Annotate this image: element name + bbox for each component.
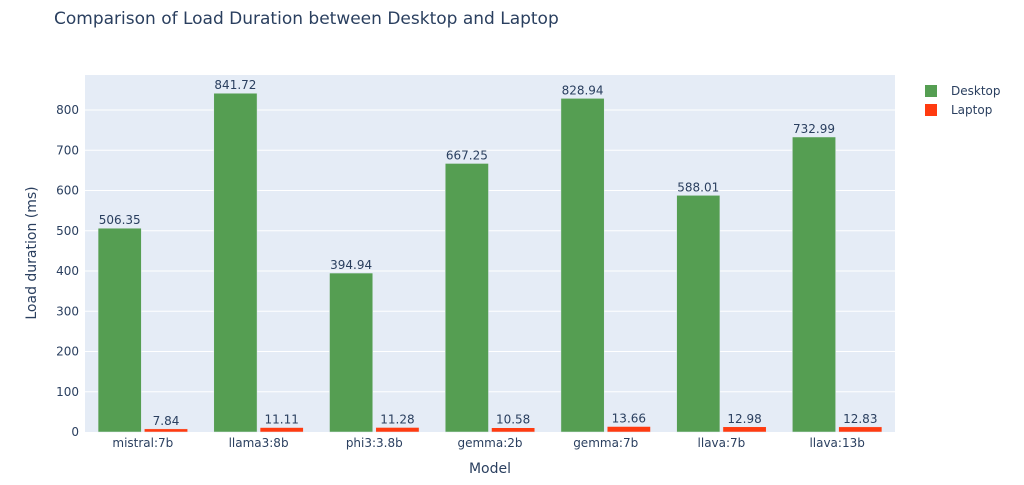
bar-laptop xyxy=(838,426,883,433)
bars: 506.35 7.84 841.72 11.11 394.94 11.28 667.25 10… xyxy=(97,78,883,433)
bar-laptop xyxy=(144,428,188,433)
data-label: 394.94 xyxy=(330,258,372,272)
bar-desktop xyxy=(97,227,142,433)
bar-laptop xyxy=(375,427,420,433)
bar-laptop xyxy=(606,426,651,433)
legend-label: Desktop xyxy=(951,84,1001,98)
y-axis-ticks: 0 100 200 300 400 500 600 700 800 xyxy=(56,103,79,439)
data-label: 12.98 xyxy=(727,412,761,426)
legend-swatch-laptop xyxy=(925,104,937,116)
bar-desktop xyxy=(792,136,836,433)
data-label: 10.58 xyxy=(496,413,530,427)
bar-laptop xyxy=(491,427,536,433)
bar-desktop xyxy=(213,92,258,433)
legend-label: Laptop xyxy=(951,103,992,117)
x-tick-label: llava:7b xyxy=(698,436,746,450)
x-tick-label: mistral:7b xyxy=(112,436,173,450)
data-label: 667.25 xyxy=(446,148,488,162)
y-tick-label: 300 xyxy=(56,304,79,318)
chart-title: Comparison of Load Duration between Desk… xyxy=(54,9,559,29)
x-tick-label: llama3:8b xyxy=(229,436,289,450)
y-tick-label: 800 xyxy=(56,103,79,117)
y-tick-label: 0 xyxy=(71,425,79,439)
x-axis-ticks: mistral:7b llama3:8b phi3:3.8b gemma:2b gemm… xyxy=(112,436,864,450)
y-tick-label: 700 xyxy=(56,143,79,157)
y-tick-label: 200 xyxy=(56,345,79,359)
bar-desktop xyxy=(676,195,721,433)
data-label: 841.72 xyxy=(214,78,256,92)
data-label: 828.94 xyxy=(562,83,604,97)
bar-laptop xyxy=(259,427,304,433)
plot-area xyxy=(85,75,895,432)
y-tick-label: 400 xyxy=(56,264,79,278)
data-label: 732.99 xyxy=(793,122,835,136)
data-label: 7.84 xyxy=(153,414,180,428)
x-tick-label: llava:13b xyxy=(809,436,864,450)
data-label: 11.28 xyxy=(380,412,414,426)
bar-desktop xyxy=(329,272,374,433)
data-label: 506.35 xyxy=(99,213,141,227)
data-label: 11.11 xyxy=(265,413,299,427)
y-tick-label: 100 xyxy=(56,385,79,399)
data-label: 12.83 xyxy=(843,412,877,426)
x-axis-label: Model xyxy=(469,461,511,477)
y-tick-label: 500 xyxy=(56,224,79,238)
x-tick-label: gemma:2b xyxy=(457,436,522,450)
y-axis-label: Load duration (ms) xyxy=(24,186,40,319)
bar-desktop xyxy=(444,163,489,433)
legend: Desktop Laptop xyxy=(925,84,1001,117)
data-label: 588.01 xyxy=(677,180,719,194)
x-tick-label: gemma:7b xyxy=(573,436,638,450)
bar-laptop xyxy=(722,426,767,433)
y-tick-label: 600 xyxy=(56,184,79,198)
data-label: 13.66 xyxy=(612,412,646,426)
x-tick-label: phi3:3.8b xyxy=(346,436,403,450)
bar-desktop xyxy=(560,98,605,433)
legend-swatch-desktop xyxy=(925,85,937,97)
